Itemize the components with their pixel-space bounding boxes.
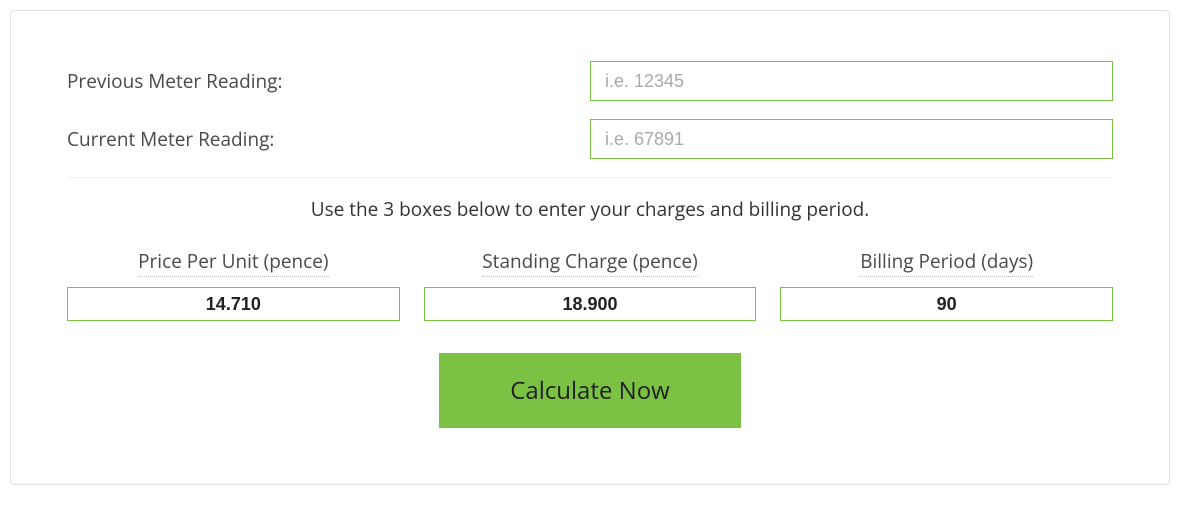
billing-period-input[interactable] <box>780 287 1113 321</box>
price-per-unit-input[interactable] <box>67 287 400 321</box>
calculate-button[interactable]: Calculate Now <box>439 353 741 428</box>
standing-charge-col: Standing Charge (pence) <box>424 248 757 321</box>
billing-period-col: Billing Period (days) <box>780 248 1113 321</box>
current-reading-label: Current Meter Reading: <box>67 126 590 152</box>
previous-reading-label: Previous Meter Reading: <box>67 68 590 94</box>
current-reading-input-wrap <box>590 119 1113 159</box>
billing-period-label: Billing Period (days) <box>860 248 1033 277</box>
previous-reading-input[interactable] <box>590 61 1113 101</box>
current-reading-input[interactable] <box>590 119 1113 159</box>
current-reading-row: Current Meter Reading: <box>67 119 1113 159</box>
charges-row: Price Per Unit (pence) Standing Charge (… <box>67 248 1113 321</box>
previous-reading-input-wrap <box>590 61 1113 101</box>
price-per-unit-col: Price Per Unit (pence) <box>67 248 400 321</box>
calculator-card: Previous Meter Reading: Current Meter Re… <box>10 10 1170 485</box>
standing-charge-input[interactable] <box>424 287 757 321</box>
instruction-text: Use the 3 boxes below to enter your char… <box>311 196 870 222</box>
button-row: Calculate Now <box>67 353 1113 428</box>
previous-reading-row: Previous Meter Reading: <box>67 61 1113 101</box>
price-per-unit-label: Price Per Unit (pence) <box>138 248 328 277</box>
standing-charge-label: Standing Charge (pence) <box>482 248 698 277</box>
instruction-row: Use the 3 boxes below to enter your char… <box>67 177 1113 222</box>
